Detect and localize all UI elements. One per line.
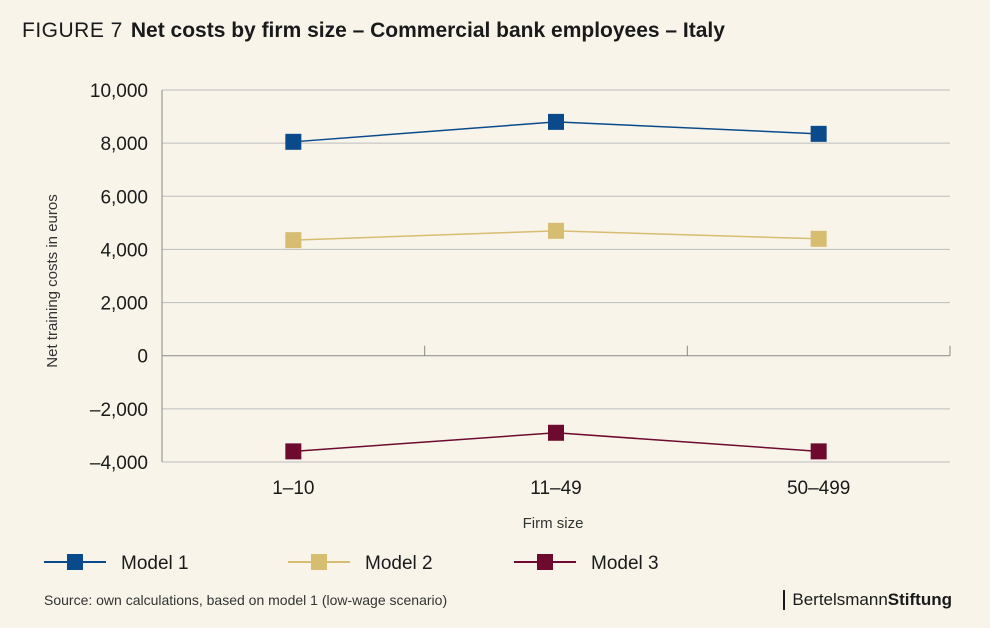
data-point	[548, 424, 564, 441]
brand-part1: Bertelsmann	[792, 590, 888, 609]
y-axis-title: Net training costs in euros	[44, 194, 61, 367]
data-point	[285, 443, 302, 460]
x-tick-label: 50–499	[787, 478, 850, 499]
y-tick-label: 2,000	[100, 294, 148, 315]
data-point	[548, 222, 564, 239]
legend-marker	[311, 554, 327, 570]
y-tick-label: 6,000	[100, 187, 148, 208]
data-point	[285, 133, 302, 150]
legend-marker	[67, 554, 83, 570]
brand-part2: Stiftung	[887, 590, 952, 609]
y-tick-label: 0	[137, 347, 148, 368]
x-tick-label: 1–10	[272, 478, 314, 499]
data-point	[810, 125, 827, 142]
figure-label: FIGURE 7	[22, 19, 123, 42]
data-point	[548, 113, 564, 130]
y-tick-label: –4,000	[90, 453, 148, 474]
x-axis-title: Firm size	[523, 515, 584, 532]
title-text: Net costs by firm size – Commercial bank…	[130, 19, 725, 42]
y-tick-label: 4,000	[100, 240, 148, 261]
legend-label: Model 3	[591, 553, 659, 574]
chart-title: FIGURE 7 Net costs by firm size – Commerc…	[22, 18, 725, 44]
data-point	[810, 230, 827, 247]
y-tick-label: –2,000	[90, 400, 148, 421]
source-note: Source: own calculations, based on model…	[44, 592, 448, 608]
legend-marker	[537, 554, 553, 570]
y-tick-label: 10,000	[90, 81, 148, 102]
brand-logo: BertelsmannStiftung	[783, 590, 952, 610]
data-point	[285, 232, 302, 249]
data-point	[810, 443, 827, 460]
y-tick-label: 8,000	[100, 134, 148, 155]
x-tick-label: 11–49	[530, 478, 581, 499]
legend-label: Model 1	[121, 553, 189, 574]
legend-label: Model 2	[365, 553, 433, 574]
